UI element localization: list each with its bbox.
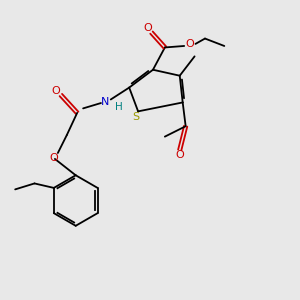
Text: N: N [101, 98, 110, 107]
Text: O: O [186, 40, 194, 50]
Text: O: O [143, 23, 152, 33]
Text: S: S [132, 112, 139, 122]
Text: O: O [51, 86, 60, 96]
Text: O: O [175, 150, 184, 160]
Text: H: H [115, 102, 123, 112]
Text: O: O [49, 153, 58, 163]
